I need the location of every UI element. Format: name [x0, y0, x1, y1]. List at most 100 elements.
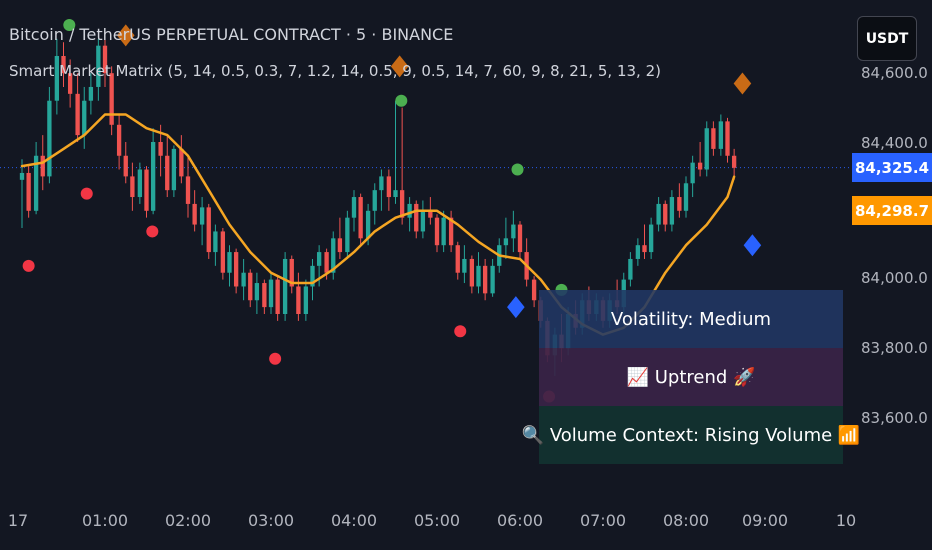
candle-body	[372, 190, 377, 211]
candle-body	[677, 197, 682, 211]
candle-body	[26, 172, 31, 211]
candle-body	[663, 203, 668, 225]
candle-body	[116, 124, 122, 156]
candle-body	[192, 203, 197, 225]
candle-body	[648, 224, 654, 253]
signal-diamond	[733, 72, 752, 95]
candle-body	[358, 197, 363, 239]
signal-diamond	[507, 296, 525, 319]
candle-body	[19, 172, 25, 180]
candle-body	[82, 100, 87, 136]
candle-body	[711, 128, 716, 149]
candle-body	[47, 100, 52, 177]
candle-body	[399, 190, 405, 218]
candle-body	[407, 203, 412, 218]
candle-body	[628, 258, 633, 280]
candle-body	[379, 176, 384, 191]
volatility-row: Volatility: Medium	[539, 290, 843, 348]
candle-body	[704, 128, 709, 170]
signal-dot	[269, 352, 282, 365]
ma-price-tag: 84,298.7	[852, 196, 932, 225]
candle-body	[428, 210, 433, 218]
time-tick-label: 03:00	[247, 511, 295, 530]
candle-body	[123, 155, 128, 177]
signal-dot	[454, 325, 467, 338]
candle-body	[179, 148, 184, 177]
candle-body	[254, 283, 260, 301]
last-price-tag: 84,325.4	[852, 153, 932, 182]
candle-body	[137, 169, 143, 198]
candle-body	[75, 93, 80, 136]
candle-body	[213, 231, 218, 253]
candle-body	[420, 210, 426, 232]
candle-body	[165, 155, 170, 191]
signal-dot	[63, 19, 76, 32]
candle-body	[441, 217, 446, 246]
candle-body	[669, 197, 675, 225]
time-tick-label: 04:00	[330, 511, 378, 530]
candle-body	[345, 217, 350, 253]
candle-body	[393, 190, 398, 198]
price-tick-label: 83,800.0	[861, 339, 928, 357]
candle-body	[511, 224, 516, 239]
candle-body	[199, 207, 205, 225]
candle-body	[683, 183, 689, 211]
candle-body	[109, 73, 114, 125]
market-info-table: Volatility: Medium 📈 Uptrend 🚀 🔍 Volume …	[522, 290, 860, 464]
signal-dot	[146, 225, 159, 238]
candle-body	[88, 86, 94, 101]
currency-button[interactable]: USDT	[857, 16, 917, 61]
candle-body	[642, 245, 647, 253]
price-tick-label: 84,000.0	[861, 269, 928, 287]
candle-body	[171, 148, 177, 191]
candle-body	[324, 252, 329, 273]
candle-body	[697, 162, 703, 170]
candle-body	[414, 203, 419, 232]
candle-body	[303, 286, 309, 314]
signal-diamond	[390, 55, 409, 78]
price-tick-label: 83,600.0	[861, 409, 928, 427]
signal-dot	[395, 94, 408, 107]
candle-body	[490, 265, 495, 294]
candle-body	[67, 73, 73, 94]
candle-body	[469, 258, 475, 287]
time-tick-label: 17	[7, 511, 29, 530]
candle-body	[503, 238, 509, 246]
candle-body	[289, 258, 294, 287]
indicator-legend[interactable]: Smart Market Matrix (5, 14, 0.5, 0.3, 7,…	[9, 62, 661, 80]
candle-body	[635, 245, 641, 259]
candle-body	[531, 279, 537, 301]
candle-body	[656, 203, 661, 225]
candle-body	[517, 224, 523, 253]
signal-diamond	[743, 234, 762, 257]
time-tick-label: 06:00	[496, 511, 544, 530]
candle-body	[718, 121, 724, 149]
time-tick-label: 02:00	[164, 511, 212, 530]
candle-body	[233, 252, 239, 287]
candle-body	[268, 279, 274, 308]
candle-body	[310, 265, 315, 287]
candle-body	[96, 45, 101, 87]
candle-body	[316, 252, 322, 266]
candle-body	[455, 245, 460, 273]
candle-body	[331, 238, 336, 273]
candle-body	[185, 176, 191, 204]
time-tick-label: 09:00	[741, 511, 789, 530]
symbol-title: Bitcoin / TetherUS PERPETUAL CONTRACT · …	[9, 25, 454, 44]
time-tick-label: 07:00	[579, 511, 627, 530]
candle-body	[482, 265, 488, 294]
candle-body	[61, 56, 66, 74]
candle-body	[351, 197, 357, 218]
candle-body	[365, 210, 371, 239]
candle-body	[462, 258, 467, 273]
volume-context-row: 🔍 Volume Context: Rising Volume 📶	[522, 406, 860, 464]
candle-body	[54, 56, 60, 101]
candle-body	[241, 272, 246, 287]
candle-body	[150, 142, 156, 211]
signal-diamond	[116, 24, 135, 47]
signal-dot	[80, 187, 93, 200]
candle-body	[275, 279, 280, 314]
candle-body	[248, 272, 253, 301]
time-tick-label: 05:00	[413, 511, 461, 530]
